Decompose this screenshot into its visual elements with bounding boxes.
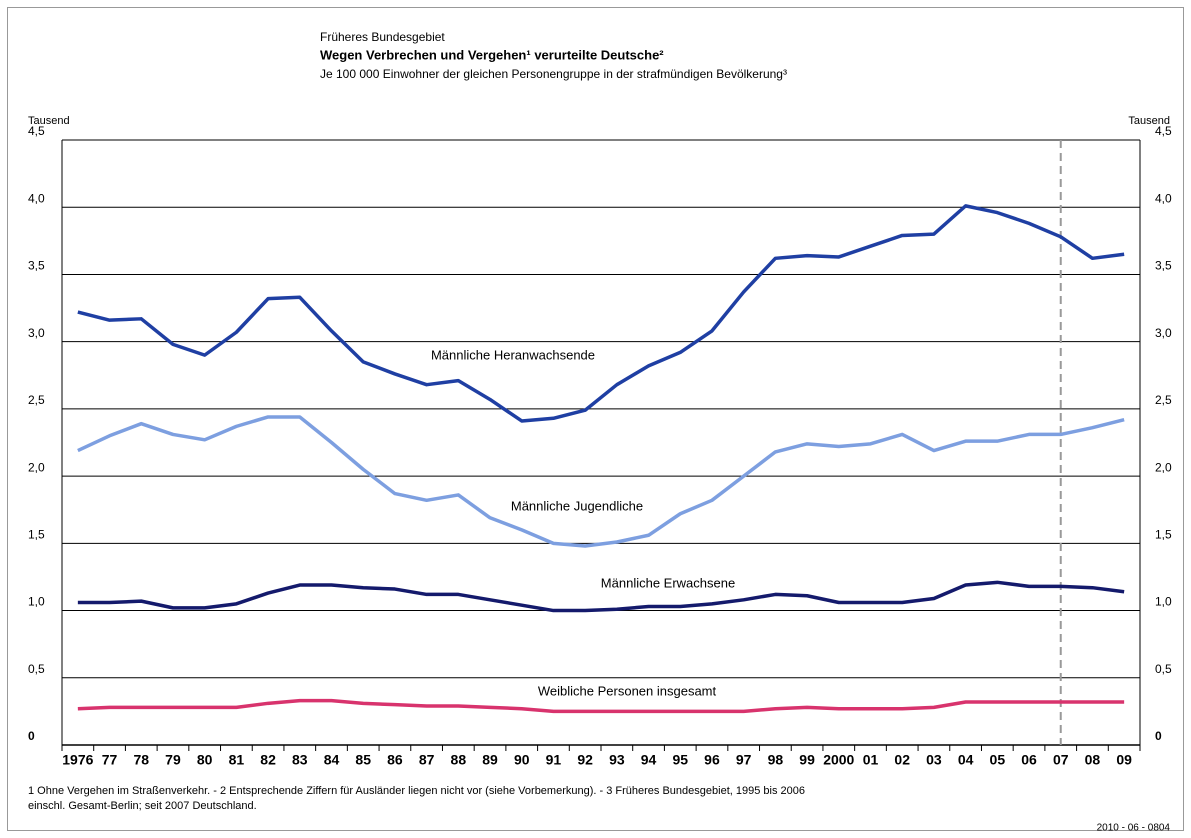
series-label: Männliche Erwachsene — [601, 575, 735, 590]
x-tick-label: 89 — [482, 752, 498, 768]
x-tick-label: 09 — [1116, 752, 1132, 768]
x-tick-label: 82 — [260, 752, 276, 768]
footnote: einschl. Gesamt-Berlin; seit 2007 Deutsc… — [28, 800, 257, 812]
y-tick-label: 4,0 — [28, 191, 45, 205]
y-axis-label: Tausend — [28, 115, 70, 127]
y2-tick-label: 3,0 — [1155, 326, 1172, 340]
y2-tick-label: 4,0 — [1155, 191, 1172, 205]
x-tick-label: 93 — [609, 752, 625, 768]
x-tick-label: 86 — [387, 752, 403, 768]
x-tick-label: 87 — [419, 752, 435, 768]
series-line — [77, 415, 1125, 548]
source: 2010 - 06 - 0804 — [1097, 823, 1171, 834]
x-tick-label: 98 — [768, 752, 784, 768]
x-tick-label: 99 — [799, 752, 815, 768]
x-tick-label: 08 — [1085, 752, 1101, 768]
x-tick-label: 06 — [1021, 752, 1037, 768]
series-line — [77, 204, 1125, 423]
y2-tick-label: 0,5 — [1155, 662, 1172, 676]
x-tick-label: 77 — [102, 752, 118, 768]
y2-tick-label: 3,5 — [1155, 259, 1172, 273]
x-tick-label: 2000 — [823, 752, 854, 768]
frame — [7, 7, 1184, 831]
x-tick-label: 84 — [324, 752, 340, 768]
x-tick-label: 01 — [863, 752, 879, 768]
x-tick-label: 05 — [990, 752, 1006, 768]
y-tick-label: 3,0 — [28, 326, 45, 340]
y-tick-label: 1,0 — [28, 595, 45, 609]
y-tick-label: 2,5 — [28, 393, 45, 407]
series-label: Männliche Jugendliche — [511, 498, 643, 513]
x-tick-label: 03 — [926, 752, 942, 768]
x-tick-label: 97 — [736, 752, 752, 768]
y2-axis-label: Tausend — [1128, 115, 1170, 127]
y2-tick-label: 1,0 — [1155, 595, 1172, 609]
series-label: Männliche Heranwachsende — [431, 347, 595, 362]
y-tick-label: 2,0 — [28, 460, 45, 474]
supertitle: Früheres Bundesgebiet — [320, 30, 445, 44]
x-tick-label: 02 — [894, 752, 910, 768]
x-tick-label: 78 — [133, 752, 149, 768]
x-tick-label: 81 — [229, 752, 245, 768]
x-tick-label: 90 — [514, 752, 530, 768]
y2-tick-label: 2,0 — [1155, 460, 1172, 474]
x-tick-label: 80 — [197, 752, 213, 768]
x-tick-label: 95 — [672, 752, 688, 768]
y-tick-label: 1,5 — [28, 528, 45, 542]
y2-tick-label: 2,5 — [1155, 393, 1172, 407]
x-tick-label: 07 — [1053, 752, 1069, 768]
subtitle: Je 100 000 Einwohner der gleichen Person… — [320, 67, 787, 81]
x-tick-label: 94 — [641, 752, 657, 768]
y-tick-label: 0 — [28, 729, 35, 743]
y2-tick-label: 0 — [1155, 729, 1162, 743]
x-tick-label: 79 — [165, 752, 181, 768]
x-tick-label: 1976 — [62, 752, 93, 768]
series-line — [77, 580, 1125, 613]
y-tick-label: 3,5 — [28, 259, 45, 273]
y-tick-label: 0,5 — [28, 662, 45, 676]
x-tick-label: 92 — [577, 752, 593, 768]
y-tick-label: 4,5 — [28, 124, 45, 138]
series-label: Weibliche Personen insgesamt — [538, 683, 717, 698]
y2-tick-label: 4,5 — [1155, 124, 1172, 138]
chart-title: Wegen Verbrechen und Vergehen¹ verurteil… — [320, 47, 664, 62]
footnote: 1 Ohne Vergehen im Straßenverkehr. - 2 E… — [28, 785, 805, 797]
x-tick-label: 85 — [355, 752, 371, 768]
x-tick-label: 83 — [292, 752, 308, 768]
y2-tick-label: 1,5 — [1155, 528, 1172, 542]
x-tick-label: 88 — [451, 752, 467, 768]
x-tick-label: 91 — [546, 752, 562, 768]
series-line — [77, 698, 1125, 714]
x-tick-label: 04 — [958, 752, 974, 768]
x-tick-label: 96 — [704, 752, 720, 768]
